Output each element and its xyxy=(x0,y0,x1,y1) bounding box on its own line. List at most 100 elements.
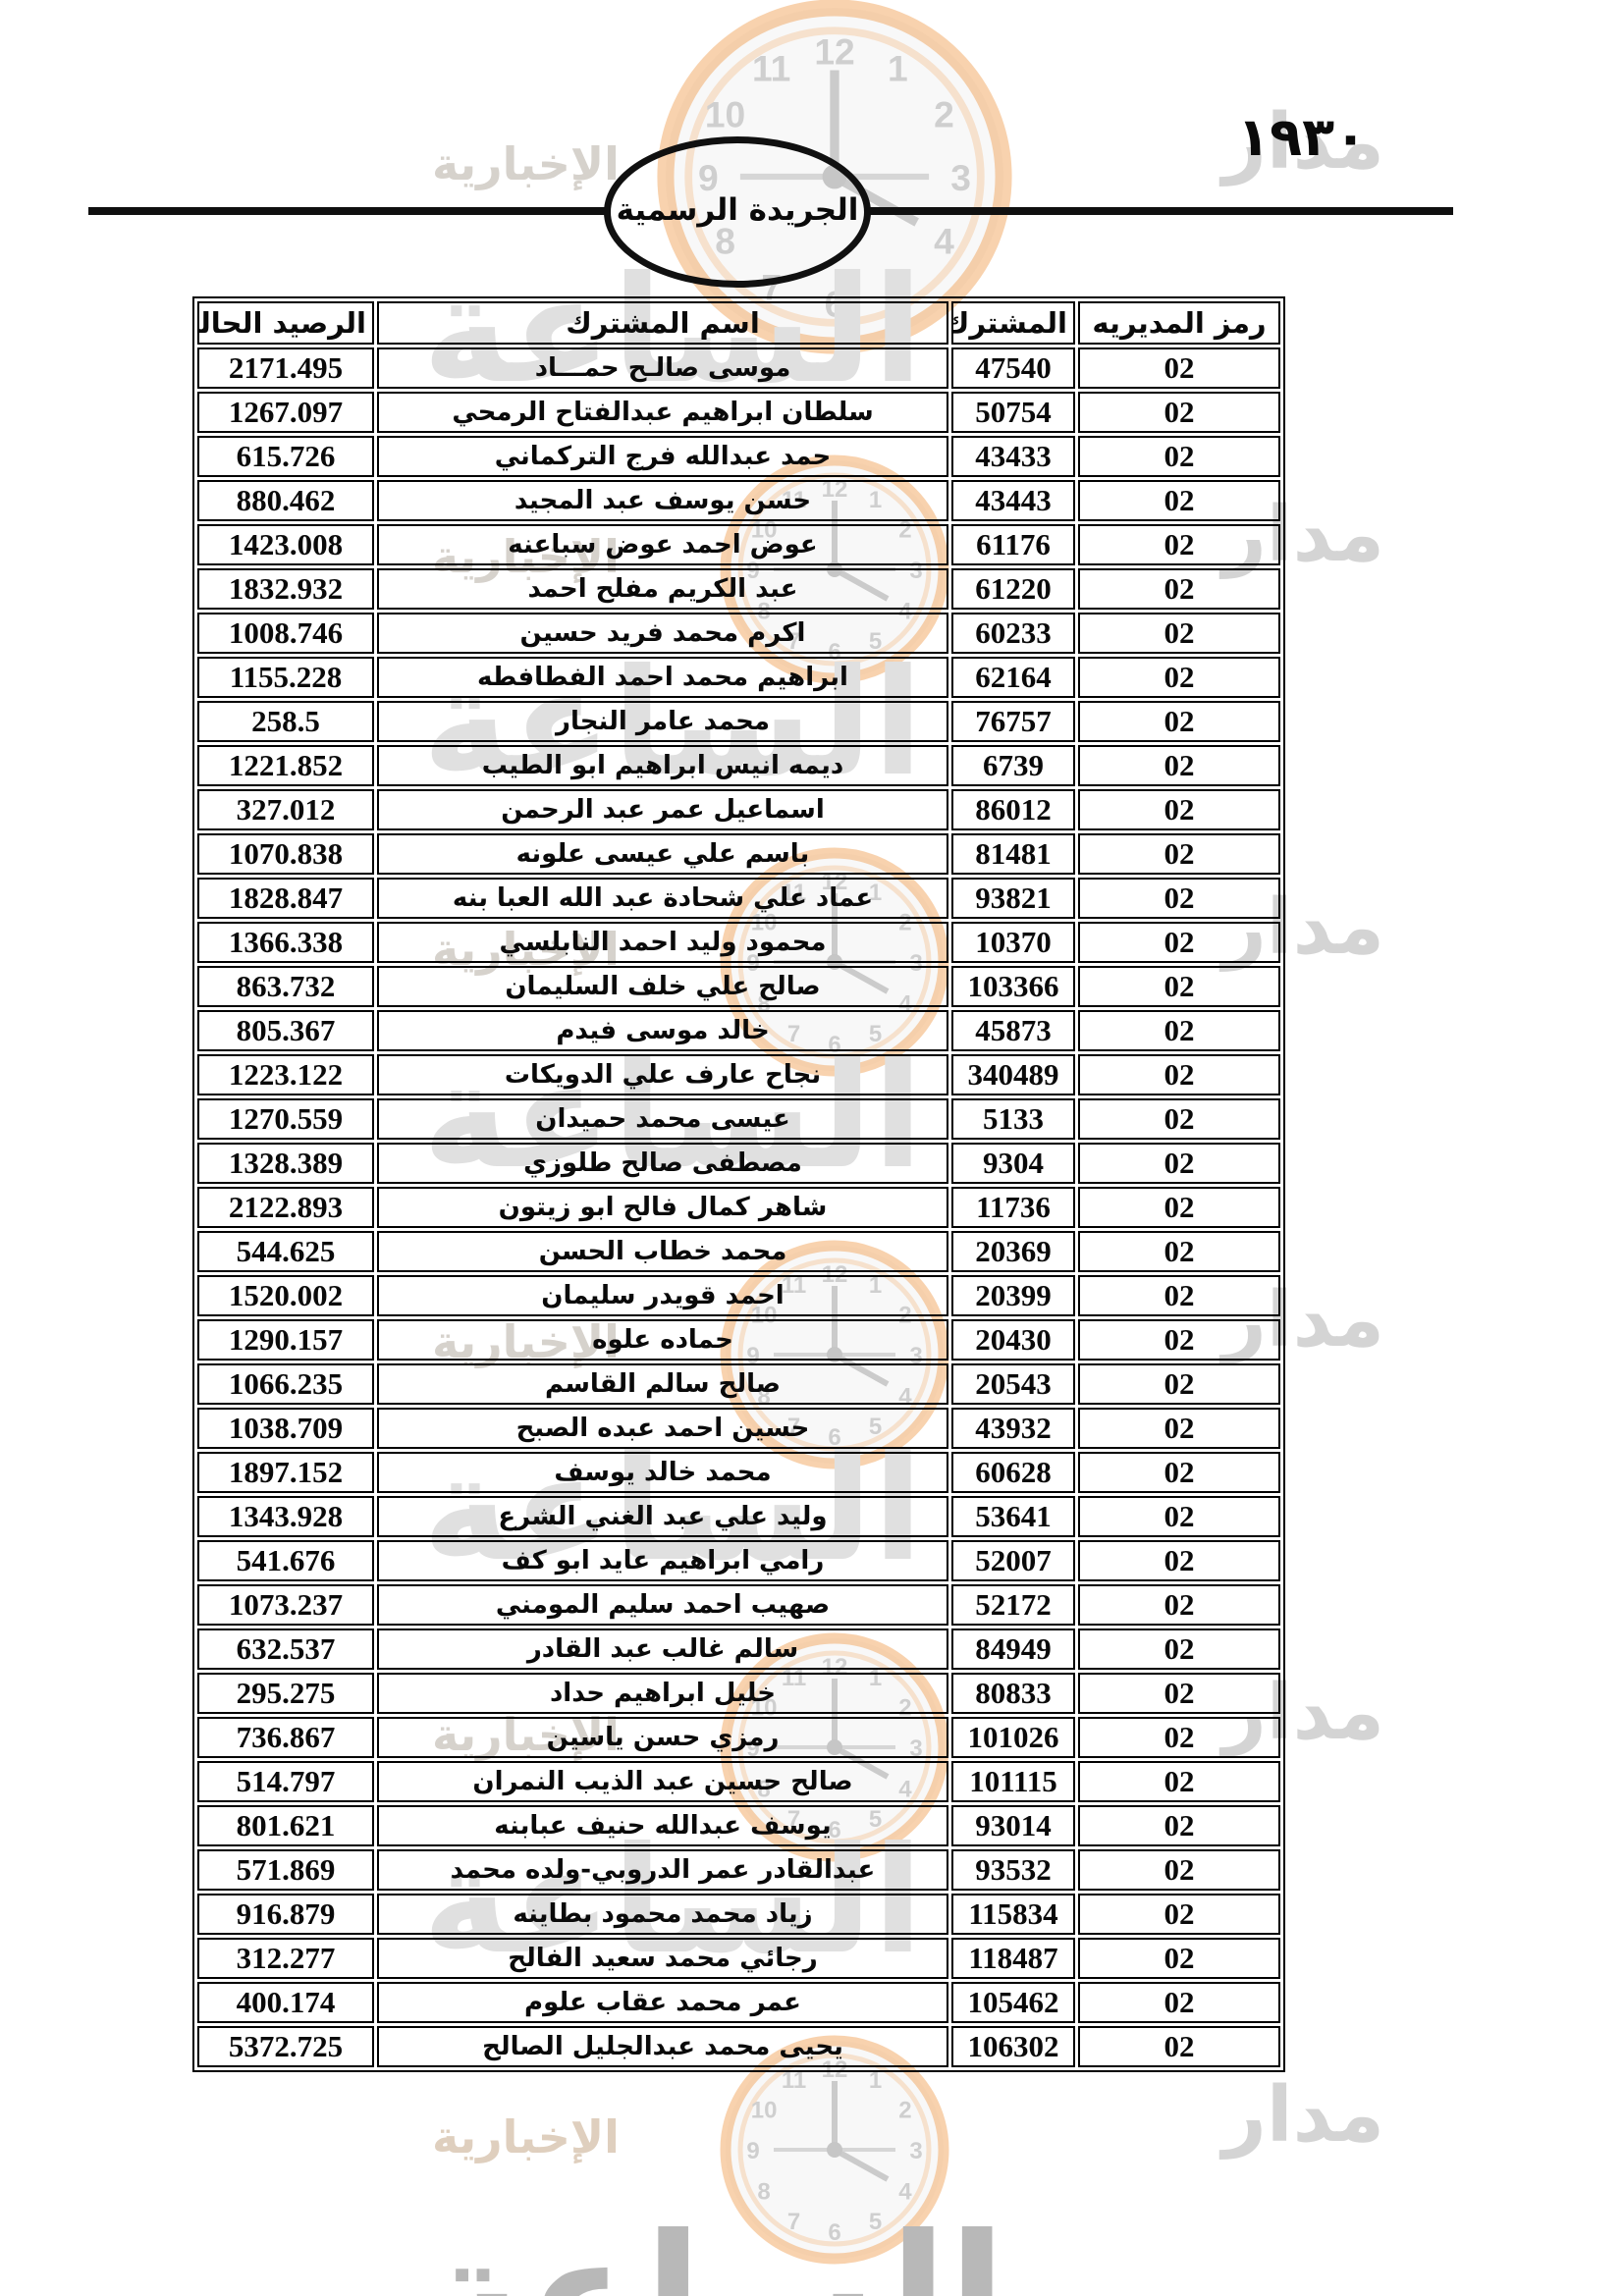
cell-name: موسى صالـح حمـــاد xyxy=(377,347,948,389)
table-row: 02 10370 محمود وليد احمد النابلسي 1366.338 xyxy=(197,922,1280,963)
cell-name: شاهر كمال فالح ابو زيتون xyxy=(377,1187,948,1228)
cell-name: عوض احمد عوض سباعنه xyxy=(377,524,948,565)
cell-subscriber: 53641 xyxy=(951,1496,1075,1537)
cell-balance: 1221.852 xyxy=(197,745,374,786)
cell-directorate: 02 xyxy=(1078,1629,1280,1670)
cell-balance: 1066.235 xyxy=(197,1363,374,1405)
cell-balance: 615.726 xyxy=(197,436,374,477)
table-row: 02 43443 حسن يوسف عبد المجيد 880.462 xyxy=(197,480,1280,521)
cell-subscriber: 80833 xyxy=(951,1673,1075,1714)
cell-subscriber: 61176 xyxy=(951,524,1075,565)
svg-text:12: 12 xyxy=(822,1261,848,1288)
table-row: 02 43932 حسين احمد عبده الصبح 1038.709 xyxy=(197,1408,1280,1449)
table-row: 02 50754 سلطان ابراهيم عبدالفتاح الرمحي 126… xyxy=(197,392,1280,433)
watermark-brand-top: مدار xyxy=(1222,883,1384,972)
cell-balance: 1223.122 xyxy=(197,1054,374,1095)
cell-balance: 1520.002 xyxy=(197,1275,374,1316)
cell-directorate: 02 xyxy=(1078,1540,1280,1581)
svg-text:8: 8 xyxy=(757,2179,770,2206)
cell-subscriber: 106302 xyxy=(951,2026,1075,2067)
cell-name: عماد علي شحادة عبد الله العبا بنه xyxy=(377,878,948,919)
table-row: 02 86012 اسماعيل عمر عبد الرحمن 327.012 xyxy=(197,789,1280,830)
cell-subscriber: 86012 xyxy=(951,789,1075,830)
table-row: 02 61220 عبد الكريم مفلح احمد 1832.932 xyxy=(197,568,1280,610)
cell-subscriber: 20543 xyxy=(951,1363,1075,1405)
cell-name: ابراهيم محمد احمد الفطافطه xyxy=(377,657,948,698)
cell-balance: 514.797 xyxy=(197,1761,374,1802)
svg-text:4: 4 xyxy=(898,2179,912,2206)
table-row: 02 53641 وليد علي عبد الغني الشرع 1343.928 xyxy=(197,1496,1280,1537)
svg-text:9: 9 xyxy=(746,1735,759,1762)
cell-balance: 1008.746 xyxy=(197,613,374,654)
gazette-title: الجريدة الرسمية xyxy=(616,192,859,228)
cell-directorate: 02 xyxy=(1078,1408,1280,1449)
svg-text:9: 9 xyxy=(746,950,759,977)
cell-name: حسين احمد عبده الصبح xyxy=(377,1408,948,1449)
cell-subscriber: 118487 xyxy=(951,1938,1075,1979)
svg-text:12: 12 xyxy=(822,1654,848,1681)
cell-name: رامي ابراهيم عايد ابو كف xyxy=(377,1540,948,1581)
cell-directorate: 02 xyxy=(1078,480,1280,521)
cell-name: صهيب احمد سليم المومني xyxy=(377,1584,948,1626)
cell-subscriber: 6739 xyxy=(951,745,1075,786)
cell-subscriber: 45873 xyxy=(951,1010,1075,1051)
svg-text:7: 7 xyxy=(787,1021,800,1047)
cell-subscriber: 340489 xyxy=(951,1054,1075,1095)
cell-subscriber: 5133 xyxy=(951,1098,1075,1140)
table-row: 02 84949 سالم غالب عبد القادر 632.537 xyxy=(197,1629,1280,1670)
svg-text:1: 1 xyxy=(869,2067,882,2094)
cell-directorate: 02 xyxy=(1078,1584,1280,1626)
table-row: 02 62164 ابراهيم محمد احمد الفطافطه 1155.22… xyxy=(197,657,1280,698)
cell-balance: 736.867 xyxy=(197,1717,374,1758)
cell-subscriber: 105462 xyxy=(951,1982,1075,2023)
table-row: 02 47540 موسى صالـح حمـــاد 2171.495 xyxy=(197,347,1280,389)
cell-directorate: 02 xyxy=(1078,833,1280,875)
cell-balance: 544.625 xyxy=(197,1231,374,1272)
cell-subscriber: 93532 xyxy=(951,1849,1075,1891)
svg-text:2: 2 xyxy=(898,517,911,544)
svg-text:4: 4 xyxy=(898,599,912,625)
cell-directorate: 02 xyxy=(1078,1894,1280,1935)
cell-name: محمد خطاب الحسن xyxy=(377,1231,948,1272)
svg-text:5: 5 xyxy=(869,1806,882,1833)
page-number: ١٩٣٠ xyxy=(1237,106,1367,168)
table-row: 02 118487 رجائي محمد سعيد الفالح 312.277 xyxy=(197,1938,1280,1979)
cell-name: رجائي محمد سعيد الفالح xyxy=(377,1938,948,1979)
cell-balance: 2171.495 xyxy=(197,347,374,389)
svg-text:7: 7 xyxy=(787,628,800,655)
cell-subscriber: 81481 xyxy=(951,833,1075,875)
cell-subscriber: 101115 xyxy=(951,1761,1075,1802)
cell-name: عيسى محمد حميدان xyxy=(377,1098,948,1140)
cell-subscriber: 9304 xyxy=(951,1143,1075,1184)
svg-text:8: 8 xyxy=(757,1777,770,1803)
cell-directorate: 02 xyxy=(1078,2026,1280,2067)
subscribers-table: رمز المديريه المشترك اسم المشترك الرصيد … xyxy=(192,296,1285,2072)
table-row: 02 20399 احمد قويدر سليمان 1520.002 xyxy=(197,1275,1280,1316)
header-directorate-code: رمز المديريه xyxy=(1078,301,1280,345)
cell-directorate: 02 xyxy=(1078,1496,1280,1537)
svg-text:11: 11 xyxy=(752,48,790,89)
svg-text:7: 7 xyxy=(787,1806,800,1833)
table-row: 02 5133 عيسى محمد حميدان 1270.559 xyxy=(197,1098,1280,1140)
table-row: 02 6739 ديمه انيس ابراهيم ابو الطيب 1221.85… xyxy=(197,745,1280,786)
cell-subscriber: 20399 xyxy=(951,1275,1075,1316)
table-row: 02 340489 نجاح عارف علي الدويكات 1223.122 xyxy=(197,1054,1280,1095)
cell-subscriber: 20430 xyxy=(951,1319,1075,1361)
cell-directorate: 02 xyxy=(1078,1275,1280,1316)
cell-name: حماده علوه xyxy=(377,1319,948,1361)
cell-directorate: 02 xyxy=(1078,1452,1280,1493)
cell-directorate: 02 xyxy=(1078,789,1280,830)
svg-text:9: 9 xyxy=(746,2138,759,2164)
cell-balance: 801.621 xyxy=(197,1805,374,1846)
table-row: 02 101026 رمزي حسن ياسين 736.867 xyxy=(197,1717,1280,1758)
table-row: 02 61176 عوض احمد عوض سباعنه 1423.008 xyxy=(197,524,1280,565)
cell-balance: 1828.847 xyxy=(197,878,374,919)
cell-balance: 1070.838 xyxy=(197,833,374,875)
svg-text:1: 1 xyxy=(888,48,908,89)
table-row: 02 43433 حمد عبدالله فرج التركماني 615.726 xyxy=(197,436,1280,477)
header-rule-right xyxy=(864,207,1453,215)
cell-subscriber: 76757 xyxy=(951,701,1075,742)
cell-directorate: 02 xyxy=(1078,701,1280,742)
table-head: رمز المديريه المشترك اسم المشترك الرصيد … xyxy=(197,301,1280,345)
cell-name: رمزي حسن ياسين xyxy=(377,1717,948,1758)
